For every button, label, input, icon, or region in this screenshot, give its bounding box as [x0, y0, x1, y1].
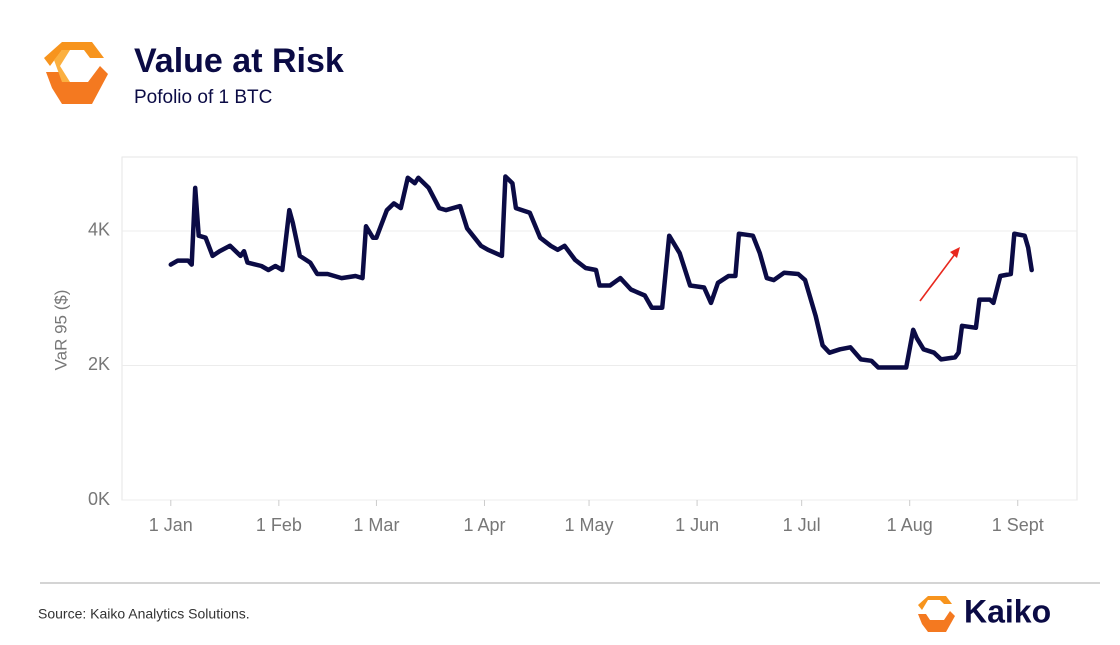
- source-note: Source: Kaiko Analytics Solutions.: [38, 606, 250, 622]
- y-tick-label: 2K: [88, 354, 110, 374]
- x-tick-label: 1 Jul: [783, 515, 821, 535]
- x-tick-label: 1 Aug: [887, 515, 933, 535]
- series-line: [168, 174, 1034, 370]
- x-tick-label: 1 May: [565, 515, 614, 535]
- x-tick-label: 1 Sept: [992, 515, 1044, 535]
- logo: [44, 42, 108, 104]
- brand-name: Kaiko: [964, 593, 1051, 629]
- x-tick-label: 1 Jan: [149, 515, 193, 535]
- x-tick-label: 1 Apr: [463, 515, 505, 535]
- y-tick-label: 4K: [88, 220, 110, 240]
- plot-frame: [121, 156, 1078, 501]
- x-tick-label: 1 Feb: [256, 515, 302, 535]
- x-tick-label: 1 Mar: [353, 515, 399, 535]
- x-tick-label: 1 Jun: [675, 515, 719, 535]
- chart-subtitle: Pofolio of 1 BTC: [134, 87, 272, 108]
- annotation-arrow: [919, 247, 960, 302]
- brand-logo: [918, 596, 955, 632]
- chart-title: Value at Risk: [134, 42, 344, 80]
- y-axis-label: VaR 95 ($): [51, 290, 70, 371]
- y-tick-label: 0K: [88, 489, 110, 509]
